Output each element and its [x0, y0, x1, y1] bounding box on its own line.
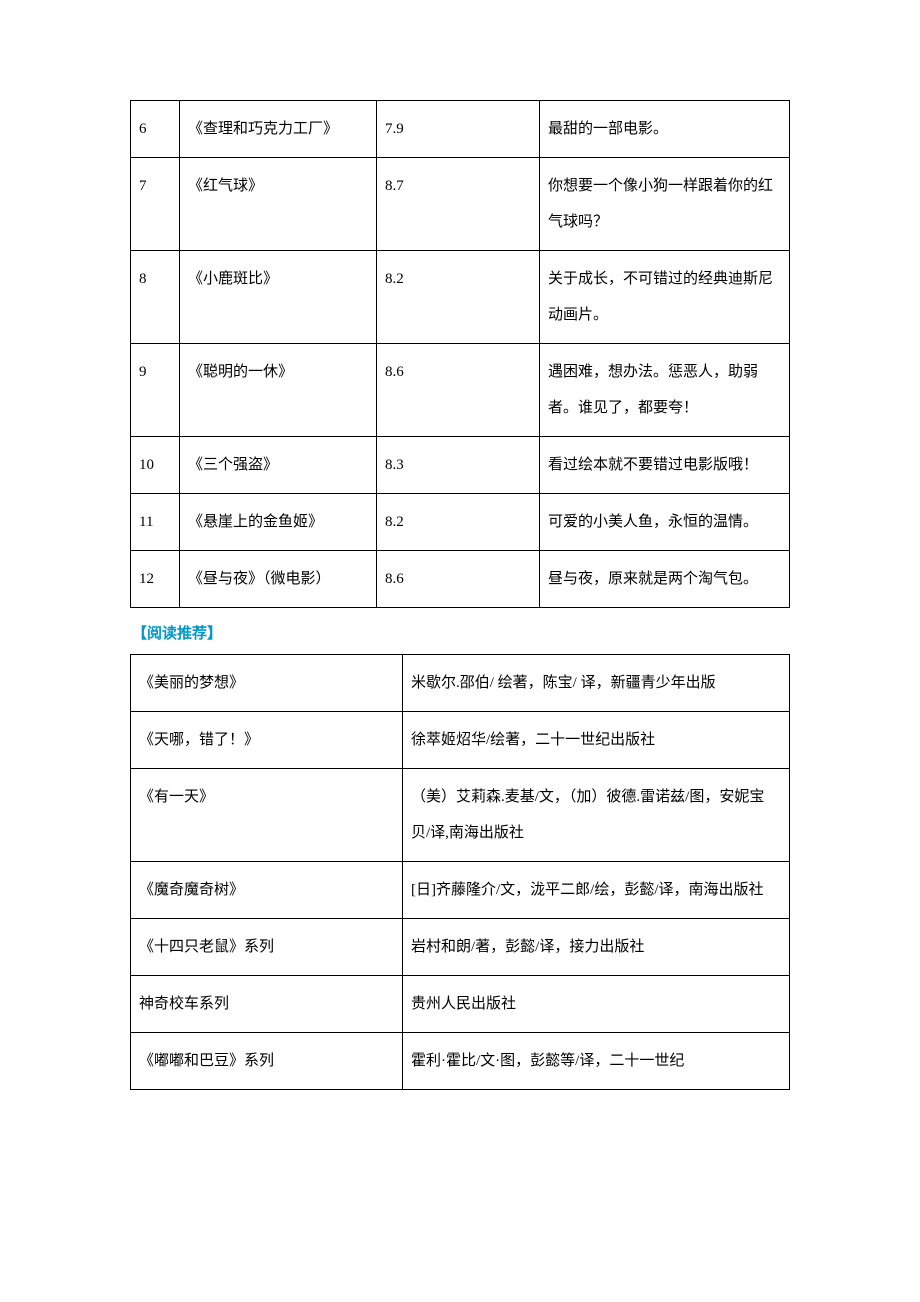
movie-score: 8.6 [377, 344, 540, 437]
movie-title: 《昼与夜》（微电影） [180, 551, 377, 608]
movie-title: 《聪明的一休》 [180, 344, 377, 437]
book-info: [日]齐藤隆介/文，泷平二郎/绘，彭懿/译，南海出版社 [403, 862, 790, 919]
movie-description: 你想要一个像小狗一样跟着你的红气球吗？ [540, 158, 790, 251]
book-title: 神奇校车系列 [131, 976, 403, 1033]
table-row: 8《小鹿斑比》8.2关于成长，不可错过的经典迪斯尼动画片。 [131, 251, 790, 344]
movie-description: 看过绘本就不要错过电影版哦！ [540, 437, 790, 494]
table-row: 《美丽的梦想》米歇尔.邵伯/ 绘著，陈宝/ 译，新疆青少年出版 [131, 655, 790, 712]
book-info: 米歇尔.邵伯/ 绘著，陈宝/ 译，新疆青少年出版 [403, 655, 790, 712]
table-row: 《天哪，错了！》徐萃姬炤华/绘著，二十一世纪出版社 [131, 712, 790, 769]
table-row: 《魔奇魔奇树》[日]齐藤隆介/文，泷平二郎/绘，彭懿/译，南海出版社 [131, 862, 790, 919]
movie-description: 关于成长，不可错过的经典迪斯尼动画片。 [540, 251, 790, 344]
movie-title: 《红气球》 [180, 158, 377, 251]
book-info: 徐萃姬炤华/绘著，二十一世纪出版社 [403, 712, 790, 769]
table-row: 7《红气球》8.7你想要一个像小狗一样跟着你的红气球吗？ [131, 158, 790, 251]
book-title: 《天哪，错了！》 [131, 712, 403, 769]
movie-number: 12 [131, 551, 180, 608]
book-info: 霍利·霍比/文·图，彭懿等/译，二十一世纪 [403, 1033, 790, 1090]
movie-description: 昼与夜，原来就是两个淘气包。 [540, 551, 790, 608]
movie-score: 8.2 [377, 494, 540, 551]
table-row: 10《三个强盗》8.3看过绘本就不要错过电影版哦！ [131, 437, 790, 494]
book-info: 岩村和朗/著，彭懿/译，接力出版社 [403, 919, 790, 976]
book-info: 贵州人民出版社 [403, 976, 790, 1033]
movie-number: 6 [131, 101, 180, 158]
book-title: 《美丽的梦想》 [131, 655, 403, 712]
movie-number: 8 [131, 251, 180, 344]
table-row: 6《查理和巧克力工厂》7.9最甜的一部电影。 [131, 101, 790, 158]
movie-number: 10 [131, 437, 180, 494]
table-row: 9《聪明的一休》8.6遇困难，想办法。惩恶人，助弱者。谁见了，都要夸！ [131, 344, 790, 437]
movie-score: 8.2 [377, 251, 540, 344]
book-title: 《有一天》 [131, 769, 403, 862]
movie-title: 《查理和巧克力工厂》 [180, 101, 377, 158]
book-info: （美）艾莉森.麦基/文，（加）彼德.雷诺兹/图，安妮宝贝/译,南海出版社 [403, 769, 790, 862]
book-title: 《十四只老鼠》系列 [131, 919, 403, 976]
movie-title: 《小鹿斑比》 [180, 251, 377, 344]
movie-score: 7.9 [377, 101, 540, 158]
movie-description: 最甜的一部电影。 [540, 101, 790, 158]
movie-number: 7 [131, 158, 180, 251]
table-row: 11《悬崖上的金鱼姬》8.2可爱的小美人鱼，永恒的温情。 [131, 494, 790, 551]
movie-number: 11 [131, 494, 180, 551]
table-row: 神奇校车系列贵州人民出版社 [131, 976, 790, 1033]
table-row: 《有一天》（美）艾莉森.麦基/文，（加）彼德.雷诺兹/图，安妮宝贝/译,南海出版… [131, 769, 790, 862]
reading-recommendation-heading: 【阅读推荐】 [130, 608, 790, 654]
movies-table: 6《查理和巧克力工厂》7.9最甜的一部电影。7《红气球》8.7你想要一个像小狗一… [130, 100, 790, 608]
movie-score: 8.3 [377, 437, 540, 494]
book-title: 《嘟嘟和巴豆》系列 [131, 1033, 403, 1090]
movie-score: 8.6 [377, 551, 540, 608]
movie-description: 可爱的小美人鱼，永恒的温情。 [540, 494, 790, 551]
table-row: 12《昼与夜》（微电影）8.6昼与夜，原来就是两个淘气包。 [131, 551, 790, 608]
table-row: 《十四只老鼠》系列岩村和朗/著，彭懿/译，接力出版社 [131, 919, 790, 976]
table-row: 《嘟嘟和巴豆》系列霍利·霍比/文·图，彭懿等/译，二十一世纪 [131, 1033, 790, 1090]
movie-title: 《悬崖上的金鱼姬》 [180, 494, 377, 551]
movie-score: 8.7 [377, 158, 540, 251]
movie-number: 9 [131, 344, 180, 437]
movie-title: 《三个强盗》 [180, 437, 377, 494]
movie-description: 遇困难，想办法。惩恶人，助弱者。谁见了，都要夸！ [540, 344, 790, 437]
book-title: 《魔奇魔奇树》 [131, 862, 403, 919]
books-table: 《美丽的梦想》米歇尔.邵伯/ 绘著，陈宝/ 译，新疆青少年出版《天哪，错了！》徐… [130, 654, 790, 1090]
